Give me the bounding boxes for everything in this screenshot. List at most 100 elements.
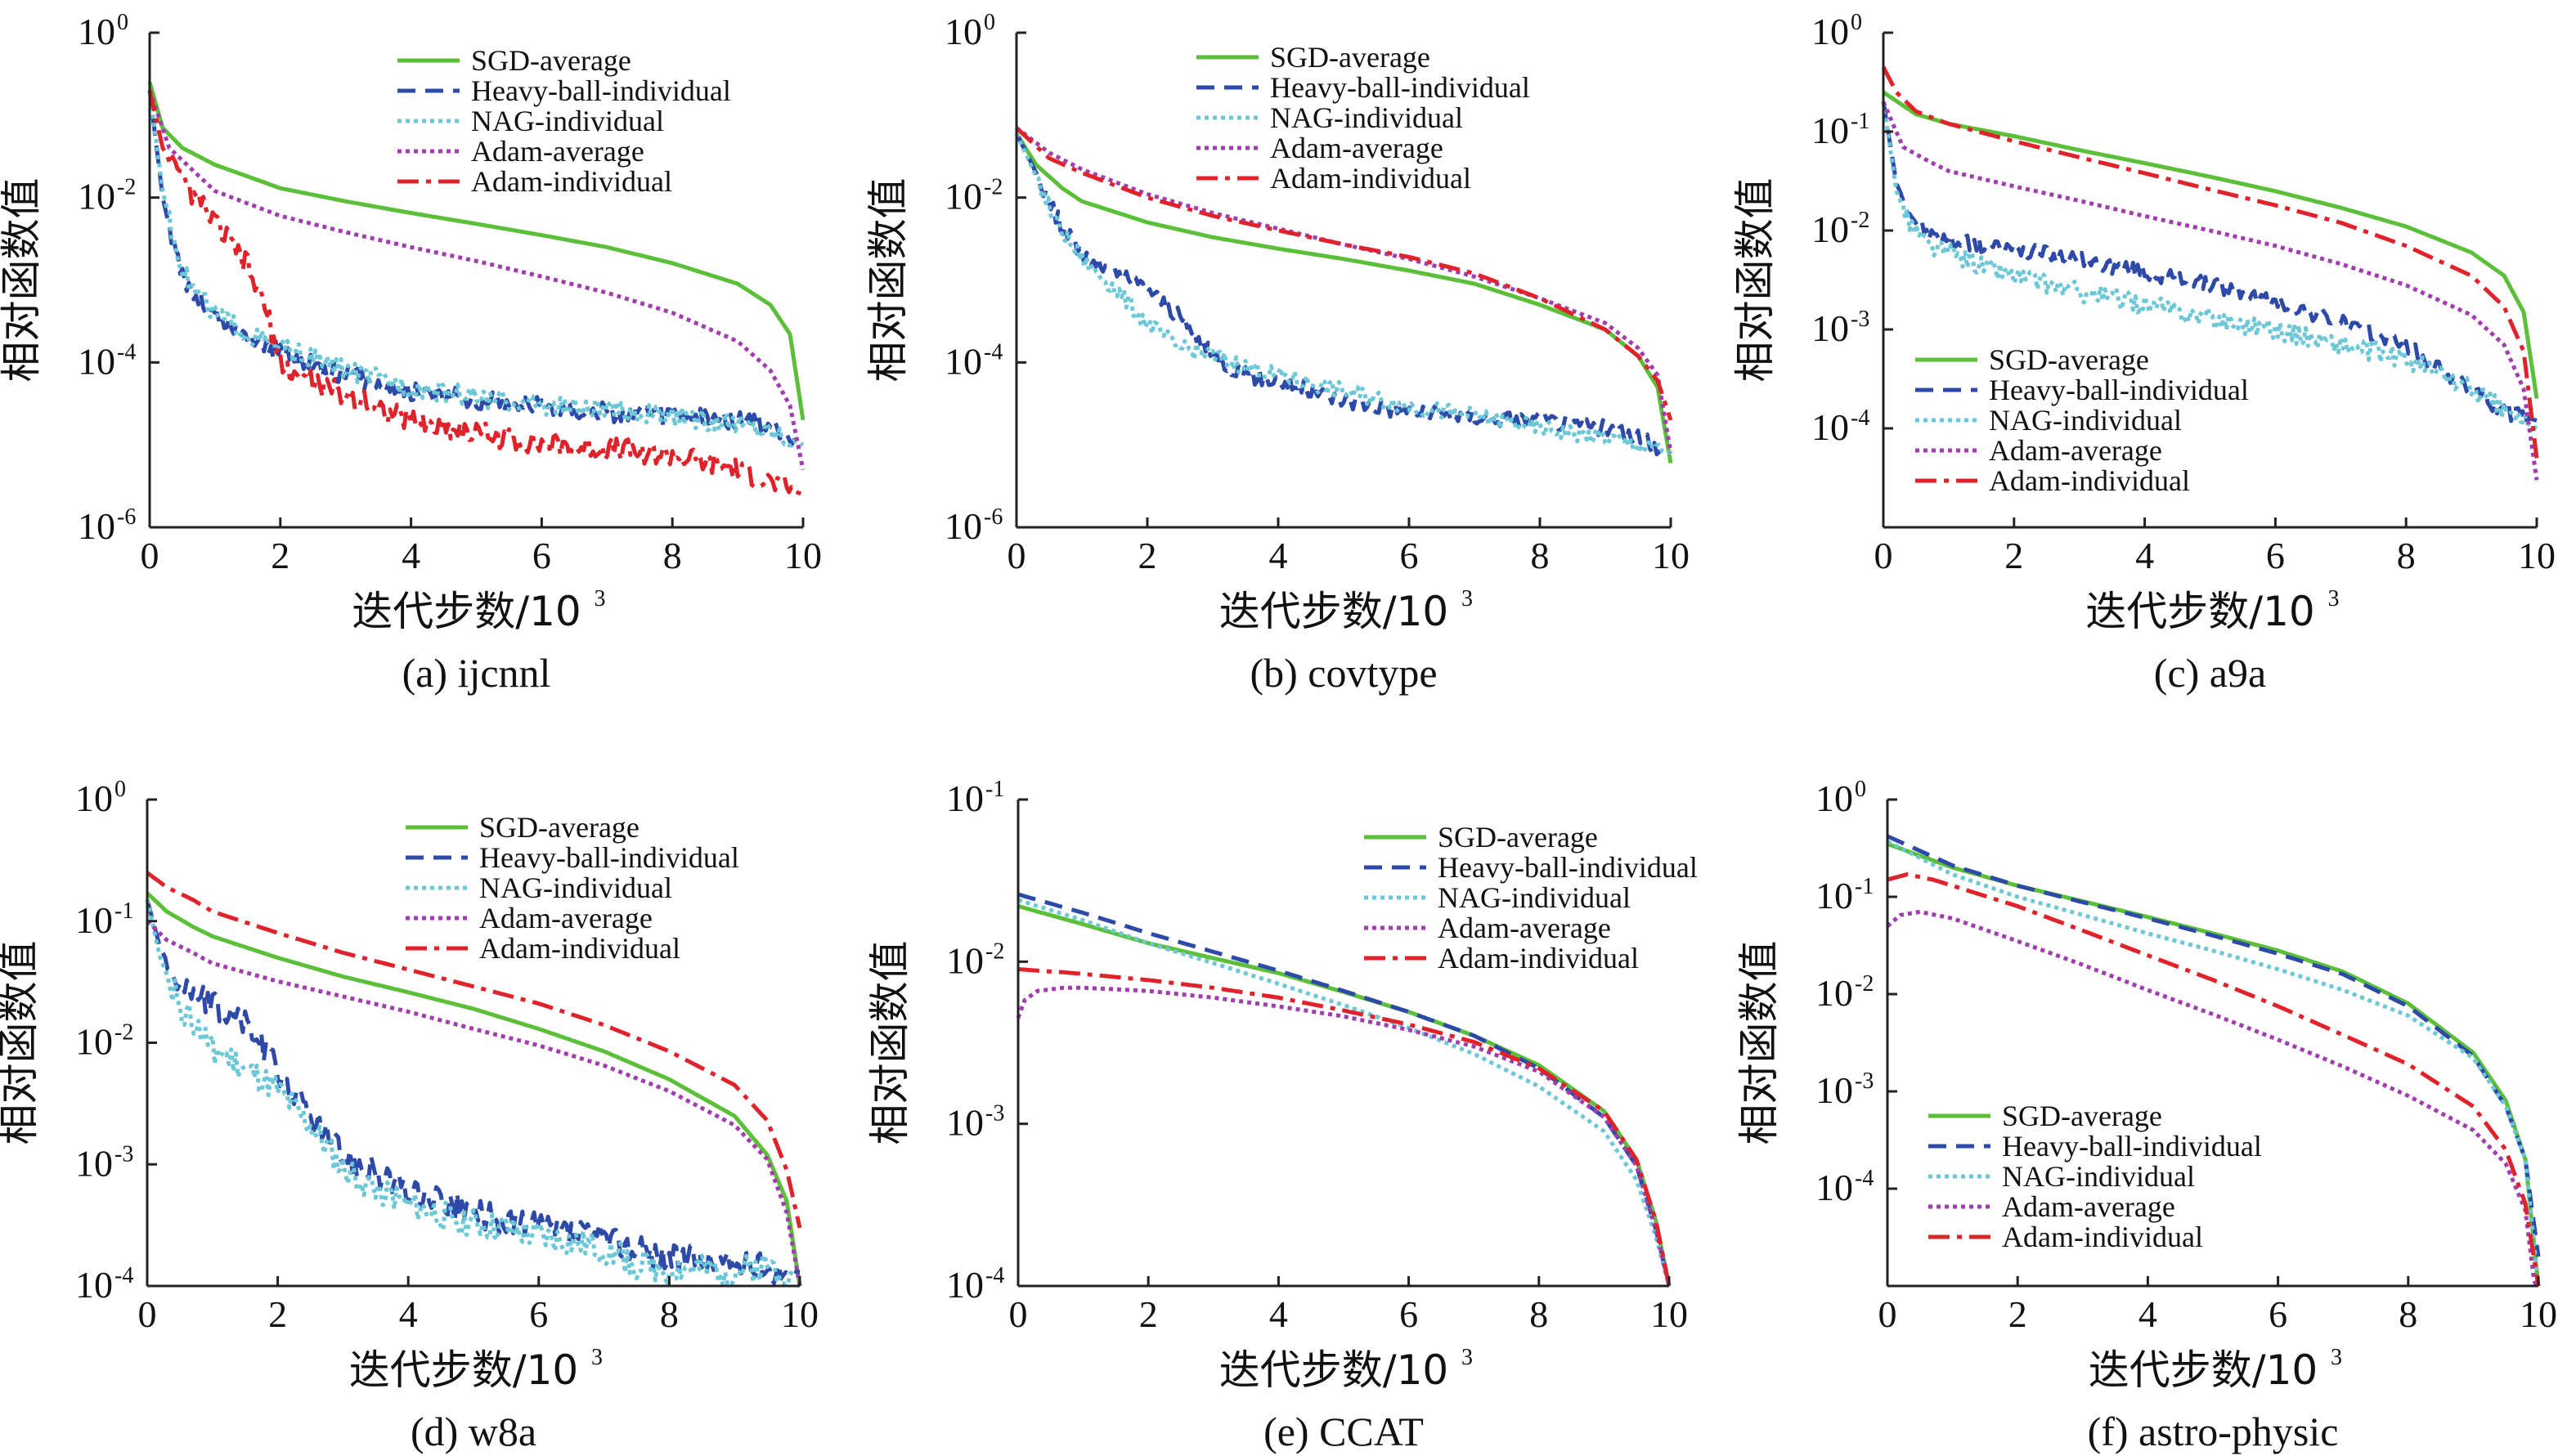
- series-line-nag-individual: [1881, 101, 2538, 431]
- legend-entry: Heavy-ball-individual: [2002, 1130, 2262, 1163]
- y-tick-exponent: 0: [984, 10, 995, 35]
- y-tick-exponent: -6: [984, 504, 1003, 530]
- x-tick-label: 0: [1008, 535, 1026, 576]
- series-line-heavy-ball-individual: [1886, 834, 2541, 1257]
- series-line-adam-individual: [1015, 126, 1673, 421]
- x-tick-label: 8: [1529, 1293, 1548, 1335]
- legend: SGD-averageHeavy-ball-individualNAG-indi…: [1928, 1100, 2262, 1253]
- series-line-adam-average: [1886, 909, 2538, 1288]
- y-axis-label: 相对函数值: [0, 178, 45, 383]
- x-tick-label: 6: [532, 535, 551, 576]
- x-tick-label: 2: [1139, 1293, 1158, 1335]
- legend-entry: Adam-average: [1438, 912, 1611, 944]
- y-tick-base: 10: [1815, 972, 1853, 1014]
- x-tick-label: 6: [1399, 1293, 1418, 1335]
- legend-entry: Adam-individual: [1989, 464, 2190, 497]
- series-line-adam-individual: [146, 871, 802, 1229]
- legend-entry: Adam-average: [2002, 1190, 2175, 1223]
- y-tick-base: 10: [945, 340, 982, 382]
- legend-entry: NAG-individual: [2002, 1160, 2195, 1193]
- y-tick-label: 10 0: [78, 10, 128, 52]
- y-tick-exponent: -1: [114, 898, 133, 924]
- x-tick-label: 0: [1009, 1293, 1028, 1335]
- series-line-sgd-average: [1887, 841, 2541, 1287]
- y-tick-label: 10 -4: [1811, 405, 1869, 448]
- y-tick-label: 10 -6: [945, 504, 1003, 547]
- y-tick-exponent: -2: [117, 175, 136, 200]
- x-tick-label: 4: [1269, 535, 1288, 576]
- series-line-nag-individual: [145, 899, 801, 1288]
- legend-entry: SGD-average: [1270, 41, 1430, 74]
- y-tick-exponent: -2: [1855, 971, 1874, 997]
- y-tick-base: 10: [945, 11, 982, 52]
- y-tick-exponent: 0: [1855, 777, 1866, 802]
- y-tick-label: 10 -2: [1815, 971, 1874, 1014]
- x-tick-label: 0: [138, 1293, 157, 1335]
- y-tick-label: 10 -6: [78, 504, 136, 547]
- legend-entry: Adam-average: [471, 135, 644, 168]
- y-tick-exponent: -4: [985, 1263, 1004, 1288]
- x-tick-label: 0: [1878, 1293, 1897, 1335]
- y-tick-base: 10: [946, 1102, 984, 1144]
- legend-entry: Adam-individual: [1438, 942, 1639, 974]
- x-tick-label: 6: [2269, 1293, 2287, 1335]
- y-tick-label: 10 -4: [78, 339, 136, 382]
- y-tick-exponent: -2: [1851, 208, 1869, 233]
- y-tick-exponent: -3: [114, 1141, 133, 1167]
- series-line-adam-average: [147, 89, 806, 471]
- x-tick-label: 10: [1650, 1293, 1688, 1335]
- legend-entry: SGD-average: [2002, 1100, 2162, 1132]
- y-tick-label: 10 -4: [1815, 1166, 1874, 1208]
- y-tick-base: 10: [1811, 208, 1849, 250]
- y-tick-exponent: -3: [1855, 1068, 1874, 1094]
- panel-caption: (d) w8a: [411, 1409, 536, 1454]
- y-tick-base: 10: [1811, 307, 1849, 349]
- legend-entry: Heavy-ball-individual: [471, 74, 731, 107]
- y-tick-exponent: -2: [985, 939, 1004, 964]
- x-axis-label-exponent: 3: [2328, 586, 2340, 612]
- legend-entry: Heavy-ball-individual: [479, 841, 739, 874]
- legend-entry: Heavy-ball-individual: [1438, 851, 1698, 884]
- x-tick-label: 10: [784, 535, 822, 576]
- x-tick-label: 4: [2138, 1293, 2157, 1335]
- x-tick-label: 4: [402, 535, 420, 576]
- y-tick-exponent: -4: [1851, 405, 1869, 431]
- x-axis-label: 迭代步数/10: [349, 1346, 578, 1394]
- series-line-sgd-average: [1014, 132, 1673, 464]
- y-tick-label: 10 -1: [1815, 874, 1874, 916]
- y-tick-exponent: -4: [1855, 1166, 1874, 1191]
- series-group: [1881, 65, 2539, 481]
- legend-entry: NAG-individual: [1989, 404, 2182, 437]
- x-tick-label: 4: [1269, 1293, 1288, 1335]
- y-tick-base: 10: [78, 176, 115, 217]
- y-tick-label: 10 -1: [1811, 109, 1869, 151]
- x-axis-label: 迭代步数/10: [1219, 1346, 1448, 1394]
- legend-entry: NAG-individual: [1438, 881, 1631, 914]
- y-tick-base: 10: [946, 1264, 984, 1306]
- y-tick-exponent: -3: [985, 1101, 1004, 1127]
- y-tick-exponent: 0: [117, 10, 128, 35]
- x-axis-label-exponent: 3: [595, 586, 606, 612]
- legend-entry: Adam-individual: [471, 165, 672, 198]
- y-tick-base: 10: [1811, 110, 1849, 151]
- legend-entry: SGD-average: [1989, 343, 2149, 376]
- y-tick-exponent: -4: [984, 339, 1003, 365]
- legend: SGD-averageHeavy-ball-individualNAG-indi…: [1364, 821, 1698, 974]
- y-tick-base: 10: [1815, 777, 1853, 819]
- x-tick-label: 8: [1531, 535, 1550, 576]
- y-tick-exponent: -2: [114, 1020, 133, 1046]
- legend-entry: NAG-individual: [471, 105, 664, 137]
- y-tick-base: 10: [1811, 11, 1849, 52]
- panel-caption: (b) covtype: [1250, 650, 1437, 696]
- legend: SGD-averageHeavy-ball-individualNAG-indi…: [1915, 343, 2249, 497]
- series-group: [1014, 126, 1673, 464]
- x-axis-label-exponent: 3: [2331, 1345, 2342, 1370]
- legend: SGD-averageHeavy-ball-individualNAG-indi…: [1196, 41, 1530, 195]
- y-tick-exponent: -6: [117, 504, 136, 530]
- y-tick-base: 10: [1815, 1167, 1853, 1208]
- y-tick-exponent: -4: [114, 1263, 133, 1288]
